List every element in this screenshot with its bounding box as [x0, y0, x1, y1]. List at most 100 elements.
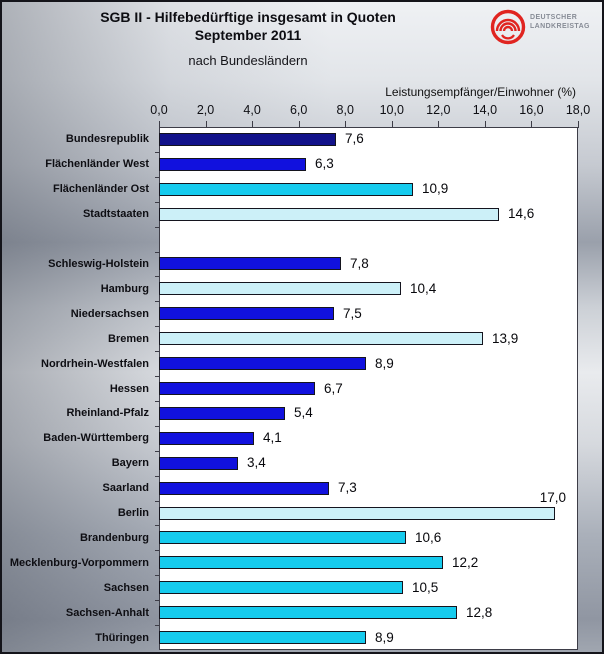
- category-label: Berlin: [117, 507, 149, 519]
- category-label: Thüringen: [95, 632, 149, 644]
- category-label: Stadtstaaten: [82, 208, 149, 220]
- value-label: 12,2: [452, 555, 479, 570]
- category-axis-tick: [155, 575, 159, 576]
- category-label: Mecklenburg-Vorpommern: [9, 557, 149, 569]
- category-axis-tick: [155, 227, 159, 228]
- value-label: 12,8: [466, 605, 493, 620]
- bar-bayern: [159, 457, 238, 470]
- value-label: 5,4: [294, 405, 313, 420]
- value-label: 10,5: [412, 580, 439, 595]
- value-label: 4,1: [263, 430, 282, 445]
- value-label: 14,6: [508, 206, 535, 221]
- bar-bremen: [159, 332, 483, 345]
- bar-stadtstaaten: [159, 208, 499, 221]
- x-tick-label: 8,0: [336, 103, 354, 117]
- category-axis-tick: [155, 501, 159, 502]
- bar-fl-chenl-nder-ost: [159, 183, 413, 196]
- chart-subtitle: nach Bundesländern: [188, 53, 308, 68]
- category-axis-tick: [155, 550, 159, 551]
- chart-title-line2: September 2011: [194, 27, 302, 43]
- x-tick-label: 2,0: [196, 103, 215, 117]
- category-label: Rheinland-Pfalz: [66, 407, 149, 419]
- category-axis-tick: [155, 401, 159, 402]
- category-label: Baden-Württemberg: [43, 432, 149, 444]
- category-axis-tick: [155, 600, 159, 601]
- x-tick-mark: [345, 121, 346, 128]
- category-axis-tick: [155, 476, 159, 477]
- x-tick-mark: [159, 121, 160, 128]
- x-tick-mark: [485, 121, 486, 128]
- category-axis-tick: [155, 376, 159, 377]
- bar-schleswig-holstein: [159, 257, 341, 270]
- bar-rheinland-pfalz: [159, 407, 285, 420]
- category-axis-tick: [155, 252, 159, 253]
- category-label: Flächenländer West: [45, 158, 149, 170]
- category-label: Hamburg: [100, 283, 149, 295]
- x-tick-label: 4,0: [243, 103, 261, 117]
- bar-hamburg: [159, 282, 401, 295]
- bar-sachsen: [159, 581, 403, 594]
- bar-mecklenburg-vorpommern: [159, 556, 443, 569]
- value-label: 13,9: [492, 331, 519, 346]
- landkreistag-arcs-icon: [490, 9, 526, 45]
- bar-sachsen-anhalt: [159, 606, 457, 619]
- value-label: 7,5: [343, 306, 362, 321]
- category-axis-tick: [155, 202, 159, 203]
- x-tick-mark: [252, 121, 253, 128]
- category-label: Brandenburg: [79, 532, 149, 544]
- category-label: Bayern: [111, 457, 149, 469]
- value-label: 8,9: [375, 630, 394, 645]
- category-label: Flächenländer Ost: [53, 183, 149, 195]
- category-label: Hessen: [109, 383, 149, 395]
- value-label: 10,6: [415, 530, 442, 545]
- value-label: 7,8: [350, 256, 369, 271]
- x-tick-mark: [299, 121, 300, 128]
- x-tick-label: 6,0: [289, 103, 308, 117]
- bar-saarland: [159, 482, 329, 495]
- x-tick-label: 0,0: [150, 103, 168, 117]
- bar-berlin: [159, 507, 555, 520]
- category-axis-tick: [155, 301, 159, 302]
- category-axis-tick: [155, 326, 159, 327]
- x-tick-label: 14,0: [472, 103, 498, 117]
- value-label: 7,6: [345, 131, 364, 146]
- value-label: 3,4: [247, 455, 266, 470]
- value-label: 10,4: [410, 281, 437, 296]
- category-label: Saarland: [102, 482, 149, 494]
- category-label: Bremen: [108, 333, 149, 345]
- bar-niedersachsen: [159, 307, 334, 320]
- bar-bundesrepublik: [159, 133, 336, 146]
- chart-title-line1: SGB II - Hilfebedürftige insgesamt in Qu…: [100, 9, 396, 25]
- value-label: 10,9: [422, 181, 449, 196]
- category-axis-tick: [155, 276, 159, 277]
- category-axis-tick: [155, 426, 159, 427]
- value-label: 8,9: [375, 356, 394, 371]
- logo-line2: LANDKREISTAG: [530, 23, 590, 30]
- x-tick-label: 12,0: [426, 103, 451, 117]
- bar-baden-w-rttemberg: [159, 432, 254, 445]
- logo-wordmark: DEUTSCHER LANDKREISTAG: [530, 13, 590, 31]
- bar-nordrhein-westfalen: [159, 357, 366, 370]
- bar-brandenburg: [159, 531, 406, 544]
- category-label: Sachsen: [103, 582, 149, 594]
- logo-line1: DEUTSCHER: [530, 14, 578, 21]
- category-label: Niedersachsen: [70, 308, 149, 320]
- bar-fl-chenl-nder-west: [159, 158, 306, 171]
- x-tick-mark: [392, 121, 393, 128]
- bar-th-ringen: [159, 631, 366, 644]
- category-label: Sachsen-Anhalt: [65, 607, 149, 619]
- x-tick-mark: [438, 121, 439, 128]
- x-tick-label: 18,0: [565, 103, 591, 117]
- x-tick-mark: [206, 121, 207, 128]
- value-label: 17,0: [539, 490, 566, 505]
- deutscher-landkreistag-logo: DEUTSCHER LANDKREISTAG: [490, 8, 600, 52]
- category-axis-tick: [155, 525, 159, 526]
- category-axis-tick: [155, 451, 159, 452]
- x-tick-mark: [578, 121, 579, 128]
- category-label: Bundesrepublik: [65, 133, 149, 145]
- value-label: 7,3: [338, 480, 357, 495]
- x-axis-title: Leistungsempfänger/Einwohner (%): [385, 85, 576, 99]
- category-axis-tick: [155, 351, 159, 352]
- category-axis-tick: [155, 625, 159, 626]
